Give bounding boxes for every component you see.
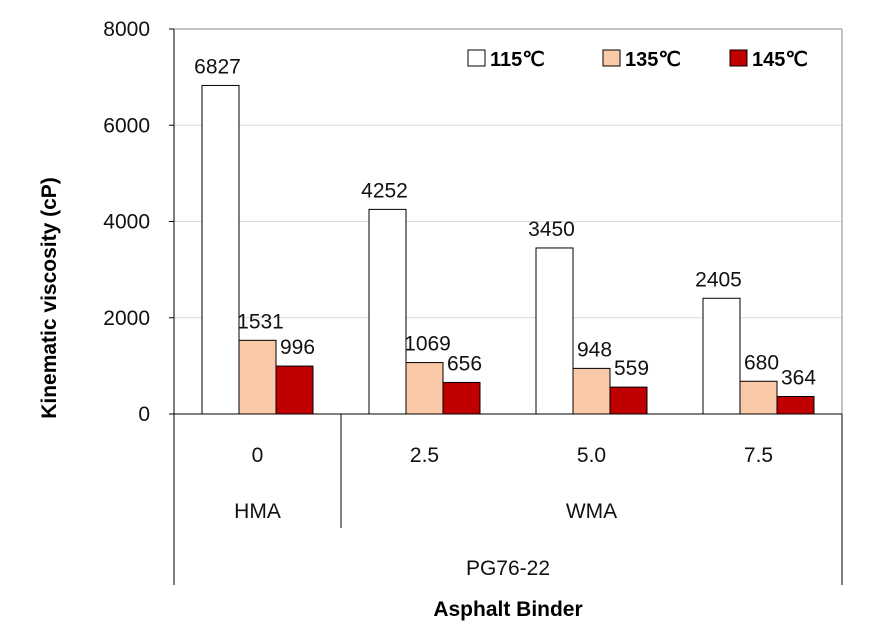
legend-label-115℃: 115℃: [490, 49, 545, 71]
x-tick-label-7.5: 7.5: [744, 444, 773, 467]
bar-145℃-5.0: [609, 386, 648, 415]
bar-115℃-5.0: [535, 247, 574, 415]
bar-145℃-7.5: [776, 395, 815, 415]
axes: 0 2000 4000 6000 8000 0 2.5 5.0 7.5 HMA WMA: [103, 18, 843, 585]
data-label-145℃-7.5: 364: [781, 366, 816, 389]
data-label-135℃-5.0: 948: [577, 338, 612, 361]
data-label-115℃-5.0: 3450: [528, 218, 575, 241]
bar-135℃-5.0: [572, 367, 611, 415]
y-tick-label-6000: 6000: [103, 114, 150, 137]
y-axis-title: Kinematic viscosity (cP): [38, 177, 61, 419]
bar-135℃-0: [238, 339, 277, 415]
data-label-135℃-2.5: 1069: [404, 333, 451, 356]
group-label-WMA: WMA: [566, 500, 617, 523]
bar-115℃-0: [201, 84, 240, 415]
legend-label-135℃: 135℃: [625, 49, 681, 71]
legend-swatch-145℃: [729, 49, 748, 67]
bar-145℃-2.5: [442, 381, 481, 415]
data-label-145℃-2.5: 656: [447, 352, 482, 375]
y-tick-label-4000: 4000: [103, 211, 150, 234]
data-label-145℃-0: 996: [280, 336, 315, 359]
data-label-135℃-7.5: 680: [744, 351, 779, 374]
x-tick-label-2.5: 2.5: [410, 444, 439, 467]
data-label-145℃-5.0: 559: [614, 357, 649, 380]
data-label-115℃-2.5: 4252: [361, 179, 408, 202]
bar-115℃-2.5: [368, 208, 407, 415]
data-label-115℃-7.5: 2405: [695, 268, 742, 291]
bar-115℃-7.5: [702, 297, 741, 415]
y-tick-label-8000: 8000: [103, 18, 150, 41]
legend-swatch-115℃: [467, 49, 486, 67]
y-tick-label-0: 0: [138, 403, 150, 426]
bar-145℃-0: [275, 365, 314, 415]
bar-135℃-7.5: [739, 380, 778, 415]
x-tick-label-5.0: 5.0: [577, 444, 606, 467]
data-label-135℃-0: 1531: [237, 310, 284, 333]
x-axis-title: Asphalt Binder: [433, 598, 582, 621]
y-tick-label-2000: 2000: [103, 307, 150, 330]
outer-group-label: PG76-22: [466, 557, 550, 580]
legend-label-145℃: 145℃: [752, 49, 808, 71]
group-label-HMA: HMA: [234, 500, 281, 523]
legend-swatch-135℃: [602, 49, 621, 67]
bar-135℃-2.5: [405, 362, 444, 415]
bars: [201, 84, 815, 415]
x-tick-label-0: 0: [252, 444, 264, 467]
legend: 115℃ 135℃ 145℃: [467, 49, 808, 71]
data-label-115℃-0: 6827: [194, 55, 241, 78]
